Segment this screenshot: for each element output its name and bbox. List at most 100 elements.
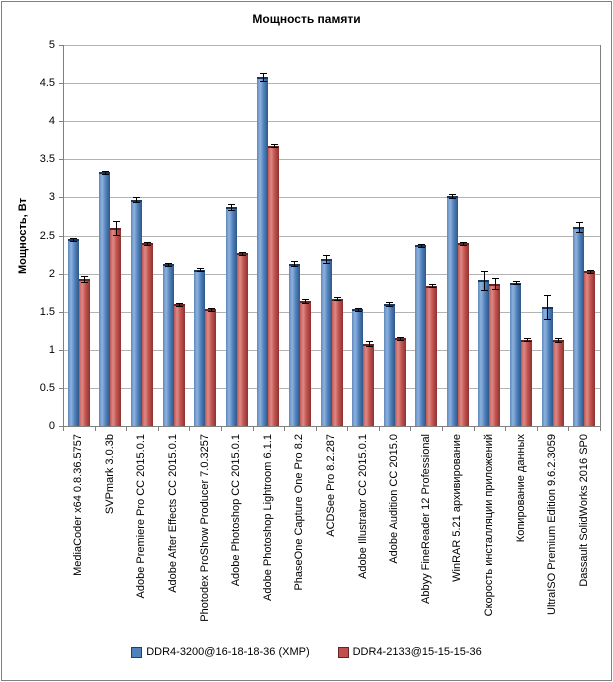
error-bar: [547, 295, 548, 319]
error-bar-cap: [555, 338, 562, 339]
bar-2133-16: [584, 271, 595, 426]
error-bar-cap: [429, 287, 436, 288]
error-bar-cap: [81, 276, 88, 277]
error-bar-cap: [555, 342, 562, 343]
error-bar-cap: [397, 337, 404, 338]
category-label-text: Dassault SolidWorks 2016 SP0: [578, 434, 590, 587]
y-axis-tick: [59, 83, 63, 84]
bar-xmp-13: [478, 280, 489, 426]
bar-2133-14: [521, 340, 532, 426]
y-tick-label: 4.5: [39, 77, 55, 89]
bar-xmp-4: [194, 270, 205, 426]
bar-2133-3: [174, 304, 185, 426]
error-bar: [369, 341, 370, 346]
error-bar-cap: [113, 235, 120, 236]
error-bar-cap: [429, 284, 436, 285]
error-bar: [389, 302, 390, 306]
error-bar-cap: [481, 271, 488, 272]
error-bar: [400, 337, 401, 340]
error-bar-cap: [239, 255, 246, 256]
y-tick-label: 5: [48, 39, 55, 51]
error-bar-cap: [460, 242, 467, 243]
error-bar-cap: [449, 198, 456, 199]
plot-right-border: [600, 45, 601, 426]
error-bar: [484, 271, 485, 290]
error-bar: [200, 268, 201, 271]
error-bar-cap: [576, 222, 583, 223]
x-axis-tick: [126, 427, 127, 431]
error-bar: [305, 299, 306, 303]
gridline: [63, 83, 600, 84]
y-tick-label: 1: [48, 344, 55, 356]
error-bar: [463, 242, 464, 245]
category-label-text: PhaseOne Capture One Pro 8.2: [293, 434, 305, 591]
y-axis-line: [63, 45, 64, 426]
legend-label-blue: DDR4-3200@16-18-18-36 (XMP): [146, 646, 310, 658]
y-axis-tick: [59, 388, 63, 389]
bar-xmp-7: [289, 264, 300, 426]
bar-xmp-6: [257, 77, 268, 426]
error-bar: [590, 270, 591, 273]
y-axis-tick: [59, 236, 63, 237]
x-axis-tick: [95, 427, 96, 431]
bar-2133-13: [489, 284, 500, 426]
y-axis-tick: [59, 312, 63, 313]
bar-2133-7: [300, 301, 311, 426]
legend-item-red: DDR4-2133@15-15-15-36: [337, 646, 482, 658]
error-bar-cap: [366, 346, 373, 347]
error-bar-cap: [355, 308, 362, 309]
bar-2133-8: [332, 299, 343, 426]
bar-2133-15: [553, 340, 564, 426]
category-label-text: Adobe Photoshop Lightroom 6.1.1: [262, 434, 274, 601]
error-bar-cap: [291, 266, 298, 267]
x-axis-tick: [284, 427, 285, 431]
category-label-text: Adobe Premiere Pro CC 2015.0.1: [135, 434, 147, 599]
error-bar-cap: [492, 289, 499, 290]
error-bar: [263, 73, 264, 81]
x-axis-line: [63, 426, 601, 427]
error-bar-cap: [228, 210, 235, 211]
error-bar-cap: [165, 263, 172, 264]
category-label-text: Adobe Audition CC 2015.0: [388, 434, 400, 564]
error-bar-cap: [524, 338, 531, 339]
error-bar-cap: [70, 241, 77, 242]
error-bar: [495, 278, 496, 289]
category-label-text: Adobe Photoshop CC 2015.0.1: [230, 434, 242, 587]
bar-2133-12: [458, 243, 469, 426]
error-bar-cap: [291, 261, 298, 262]
y-tick-label: 0.5: [39, 382, 55, 394]
error-bar-cap: [176, 303, 183, 304]
legend: DDR4-3200@16-18-18-36 (XMP) DDR4-2133@15…: [2, 646, 611, 658]
error-bar-cap: [323, 263, 330, 264]
legend-label-red: DDR4-2133@15-15-15-36: [352, 646, 482, 658]
category-label-text: WinRAR 5.21 архивирование: [451, 434, 463, 582]
x-axis-tick: [63, 427, 64, 431]
error-bar-cap: [366, 341, 373, 342]
legend-item-blue: DDR4-3200@16-18-18-36 (XMP): [131, 646, 310, 658]
error-bar-cap: [449, 194, 456, 195]
error-bar-cap: [81, 282, 88, 283]
y-tick-label: 0: [48, 420, 55, 432]
y-axis-tick: [59, 159, 63, 160]
chart-title: Мощность памяти: [252, 12, 361, 26]
bar-xmp-2: [131, 200, 142, 426]
error-bar: [294, 261, 295, 266]
x-axis-tick: [474, 427, 475, 431]
bar-2133-2: [142, 243, 153, 426]
error-bar: [116, 221, 117, 235]
bar-2133-6: [268, 146, 279, 426]
bar-2133-9: [363, 344, 374, 426]
error-bar-cap: [397, 340, 404, 341]
error-bar-cap: [481, 290, 488, 291]
error-bar-cap: [334, 300, 341, 301]
bar-xmp-3: [163, 264, 174, 426]
error-bar-cap: [165, 266, 172, 267]
error-bar-cap: [492, 278, 499, 279]
error-bar-cap: [418, 247, 425, 248]
category-label-text: SVPmark 3.0.3b: [104, 434, 116, 515]
error-bar-cap: [113, 221, 120, 222]
error-bar: [579, 222, 580, 232]
error-bar: [432, 284, 433, 287]
